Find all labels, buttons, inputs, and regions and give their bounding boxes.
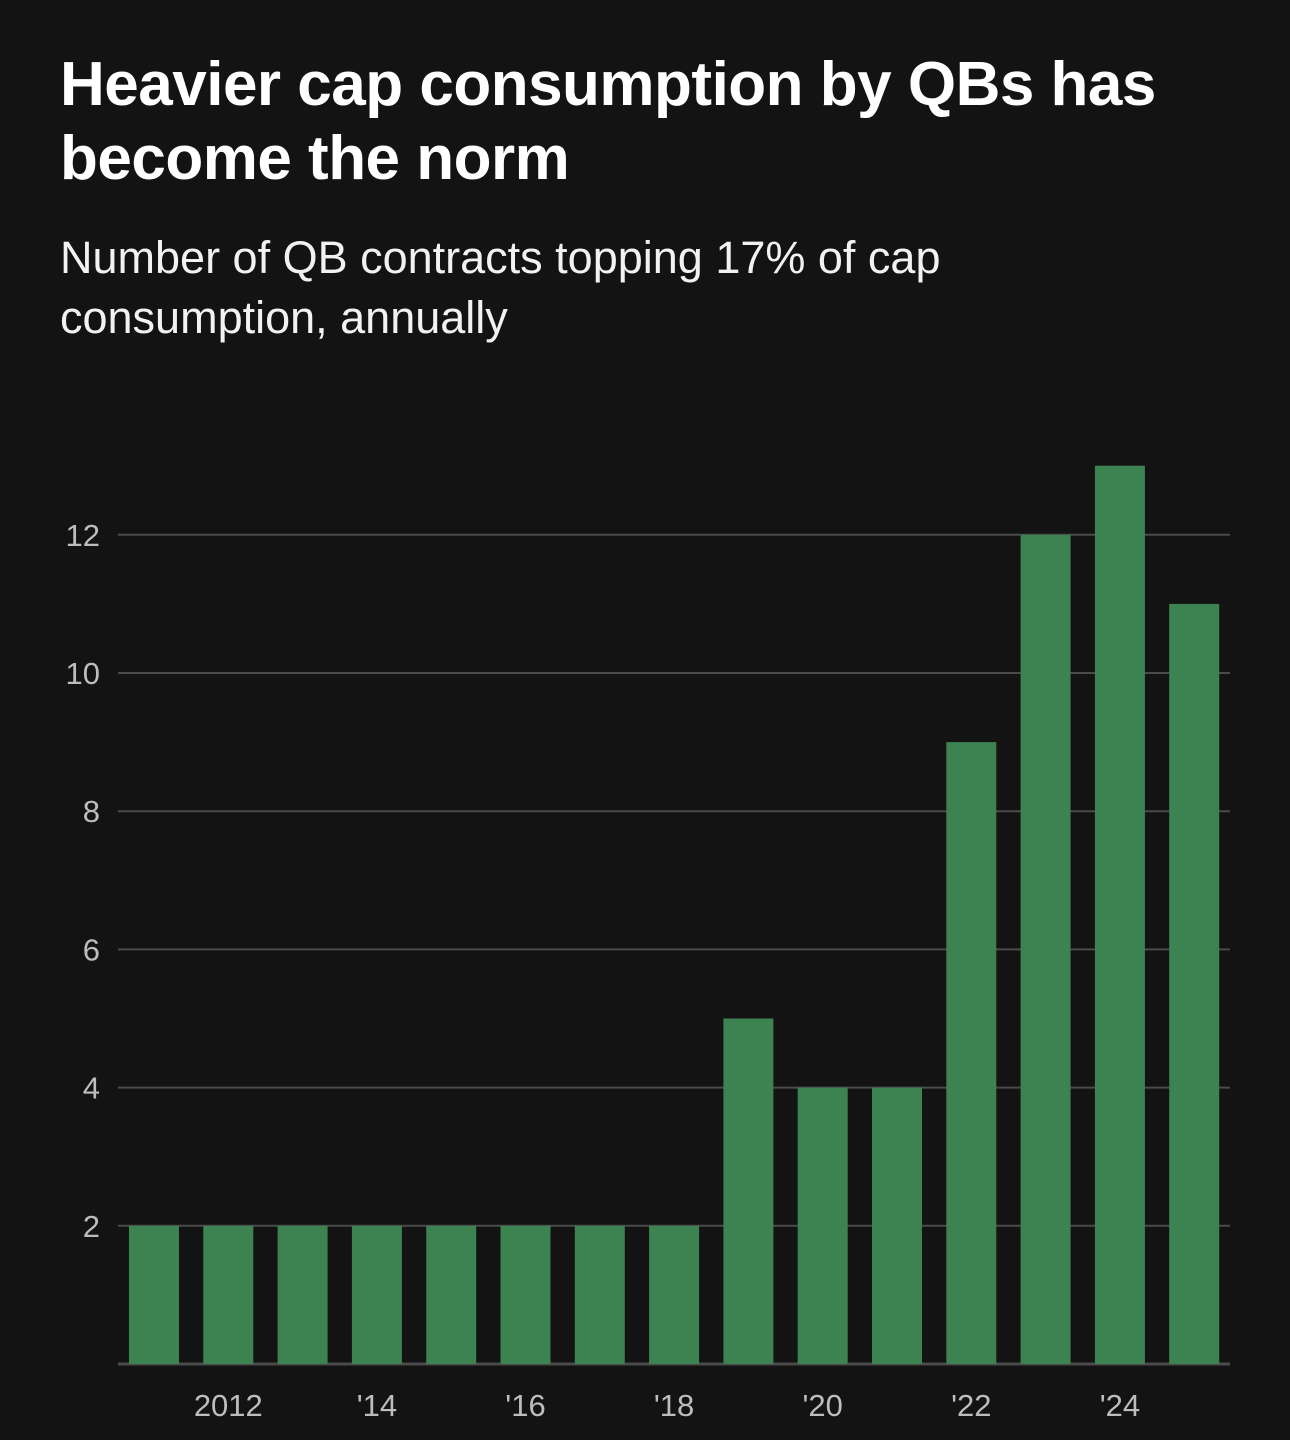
x-tick-label: '14: [357, 1388, 397, 1423]
bar-2016: [500, 1225, 551, 1364]
x-tick-label: '20: [802, 1388, 842, 1423]
bar-2020: [797, 1087, 848, 1364]
bar-2018: [649, 1225, 700, 1364]
bar-2025: [1169, 603, 1220, 1364]
chart-title: Heavier cap consumption by QBs has becom…: [60, 50, 1156, 193]
bar-2024: [1094, 465, 1145, 1364]
x-tick-label: '16: [505, 1388, 545, 1423]
y-tick-label: 4: [83, 1071, 100, 1106]
bar-2011: [129, 1225, 179, 1364]
bar-2021: [872, 1087, 922, 1364]
bar-2019: [723, 1018, 774, 1364]
y-tick-label: 2: [83, 1209, 100, 1244]
bar-2017: [574, 1225, 625, 1364]
bar-2015: [426, 1225, 477, 1364]
y-tick-label: 10: [66, 656, 100, 691]
bar-2023: [1020, 534, 1071, 1364]
bar-2012: [203, 1225, 254, 1364]
y-axis-labels: 2 4 6 8 10 12: [66, 518, 100, 1244]
x-tick-label: '24: [1100, 1388, 1140, 1423]
y-tick-label: 8: [83, 794, 100, 829]
x-tick-label: '22: [951, 1388, 991, 1423]
x-axis-labels: 2012 '14 '16 '18 '20 '22 '24: [194, 1388, 1140, 1423]
bar-2014: [351, 1225, 402, 1364]
y-tick-label: 6: [83, 932, 100, 967]
x-tick-label: '18: [654, 1388, 694, 1423]
bars: [129, 465, 1220, 1364]
chart-subtitle: Number of QB contracts topping 17% of ca…: [60, 232, 941, 343]
bar-2013: [277, 1225, 328, 1364]
bar-2022: [946, 742, 997, 1364]
y-tick-label: 12: [66, 518, 100, 553]
x-tick-label: 2012: [194, 1388, 263, 1423]
